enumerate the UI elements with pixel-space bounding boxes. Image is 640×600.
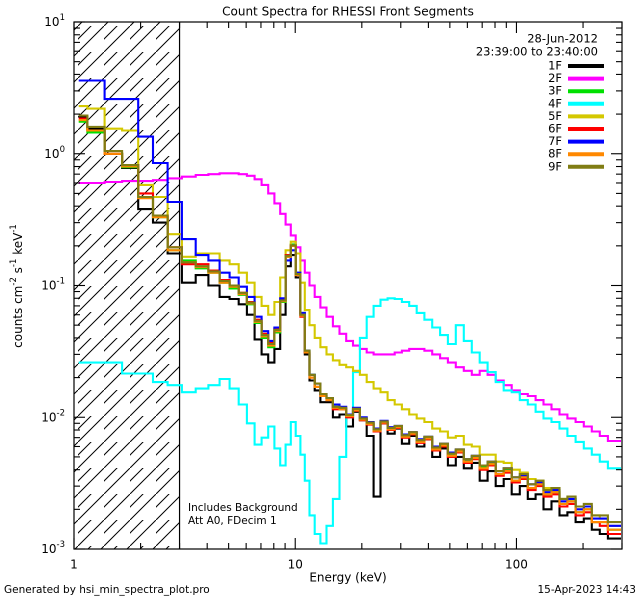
y-tick-label: 10-2 [41,408,65,424]
footer-generator: Generated by hsi_min_spectra_plot.pro [4,584,210,596]
legend-label-3f: 3F [548,84,562,98]
series-5f [78,105,621,527]
spectra-curves [78,79,621,545]
legend-label-8f: 8F [548,147,562,161]
series-2f [78,172,621,443]
legend-label-2f: 2F [548,71,562,85]
plot-frame-axes [73,21,623,550]
y-axis-label: counts cm-2 s-1 keV-1 [9,224,25,348]
legend-label-1f: 1F [548,59,562,73]
x-tick-label: 1 [70,558,78,572]
x-axis-label: Energy (keV) [309,571,386,585]
x-tick-label: 100 [505,558,528,572]
series-9f [78,114,621,524]
annotation-attenuator-state: Att A0, FDecim 1 [188,515,277,527]
legend-label-9f: 9F [548,159,562,173]
y-tick-label: 101 [44,13,65,29]
page-title: Count Spectra for RHESSI Front Segments [222,5,474,19]
series-4f [78,297,621,545]
legend-label-7f: 7F [548,134,562,148]
y-tick-label: 100 [44,144,65,160]
annotation-includes-background: Includes Background [188,502,298,514]
hatched-exclusion-region [74,22,181,549]
y-tick-label: 10-3 [41,540,65,556]
svg-text:counts cm-2 s-1 keV-1: counts cm-2 s-1 keV-1 [9,224,25,348]
legend-label-6f: 6F [548,122,562,136]
x-tick-label: 10 [288,558,303,572]
x-tick-labels: 1 10 100 [70,558,528,572]
observation-date: 28-Jun-2012 [527,32,598,46]
observation-time-range: 23:39:00 to 23:40:00 [476,45,598,59]
footer-timestamp: 15-Apr-2023 14:43 [537,584,636,596]
y-tick-label: 10-1 [41,276,65,292]
legend-label-4f: 4F [548,96,562,110]
legend-label-5f: 5F [548,109,562,123]
y-tick-labels: 101 100 10-1 10-2 10-3 [41,13,65,556]
